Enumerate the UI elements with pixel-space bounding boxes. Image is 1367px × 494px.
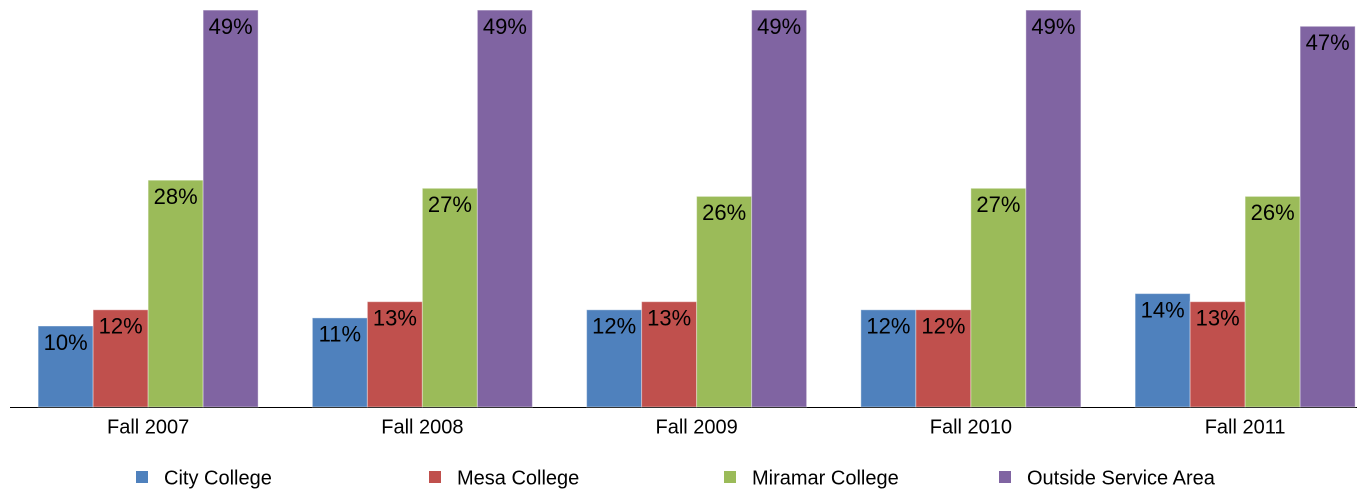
- bar: [1025, 9, 1082, 408]
- x-tick-label: Fall 2009: [655, 416, 737, 438]
- legend-label: Mesa College: [457, 467, 579, 489]
- value-label: 10%: [44, 330, 88, 355]
- bar: [1244, 195, 1301, 408]
- value-label: 13%: [373, 306, 417, 331]
- x-tick-label: Fall 2007: [107, 416, 189, 438]
- value-label: 13%: [647, 306, 691, 331]
- value-label: 11%: [319, 322, 361, 347]
- value-label: 49%: [209, 14, 253, 39]
- bar: [147, 179, 204, 408]
- value-label: 49%: [757, 14, 801, 39]
- value-label: 12%: [921, 314, 965, 339]
- bar: [202, 9, 259, 408]
- bar: [1189, 301, 1246, 408]
- value-label: 12%: [866, 314, 910, 339]
- bar: [970, 187, 1027, 408]
- bar: [421, 187, 478, 408]
- legend-label: Outside Service Area: [1027, 467, 1216, 489]
- bar: [92, 309, 149, 408]
- x-tick-label: Fall 2011: [1205, 416, 1286, 438]
- value-label: 49%: [1031, 14, 1075, 39]
- value-label: 12%: [592, 314, 636, 339]
- value-label: 12%: [99, 314, 143, 339]
- x-tick-label: Fall 2008: [381, 416, 463, 438]
- legend-swatch: [136, 471, 148, 483]
- bar: [476, 9, 533, 408]
- legend-swatch: [724, 471, 736, 483]
- bar: [311, 317, 368, 408]
- bar: [696, 195, 753, 408]
- legend-label: Miramar College: [752, 467, 899, 489]
- x-tick-label: Fall 2010: [930, 416, 1012, 438]
- value-label: 13%: [1196, 306, 1240, 331]
- value-label: 47%: [1306, 30, 1350, 55]
- legend-label: City College: [164, 467, 272, 489]
- value-label: 27%: [976, 192, 1020, 217]
- legend-swatch: [999, 471, 1011, 483]
- value-label: 27%: [428, 192, 472, 217]
- bar: [641, 301, 698, 408]
- bar: [1134, 293, 1191, 408]
- bar: [1299, 25, 1356, 408]
- bar: [751, 9, 808, 408]
- value-label: 49%: [483, 14, 527, 39]
- value-label: 26%: [1251, 200, 1295, 225]
- value-label: 26%: [702, 200, 746, 225]
- value-label: 28%: [154, 184, 198, 209]
- value-label: 14%: [1141, 297, 1185, 322]
- legend-swatch: [429, 471, 441, 483]
